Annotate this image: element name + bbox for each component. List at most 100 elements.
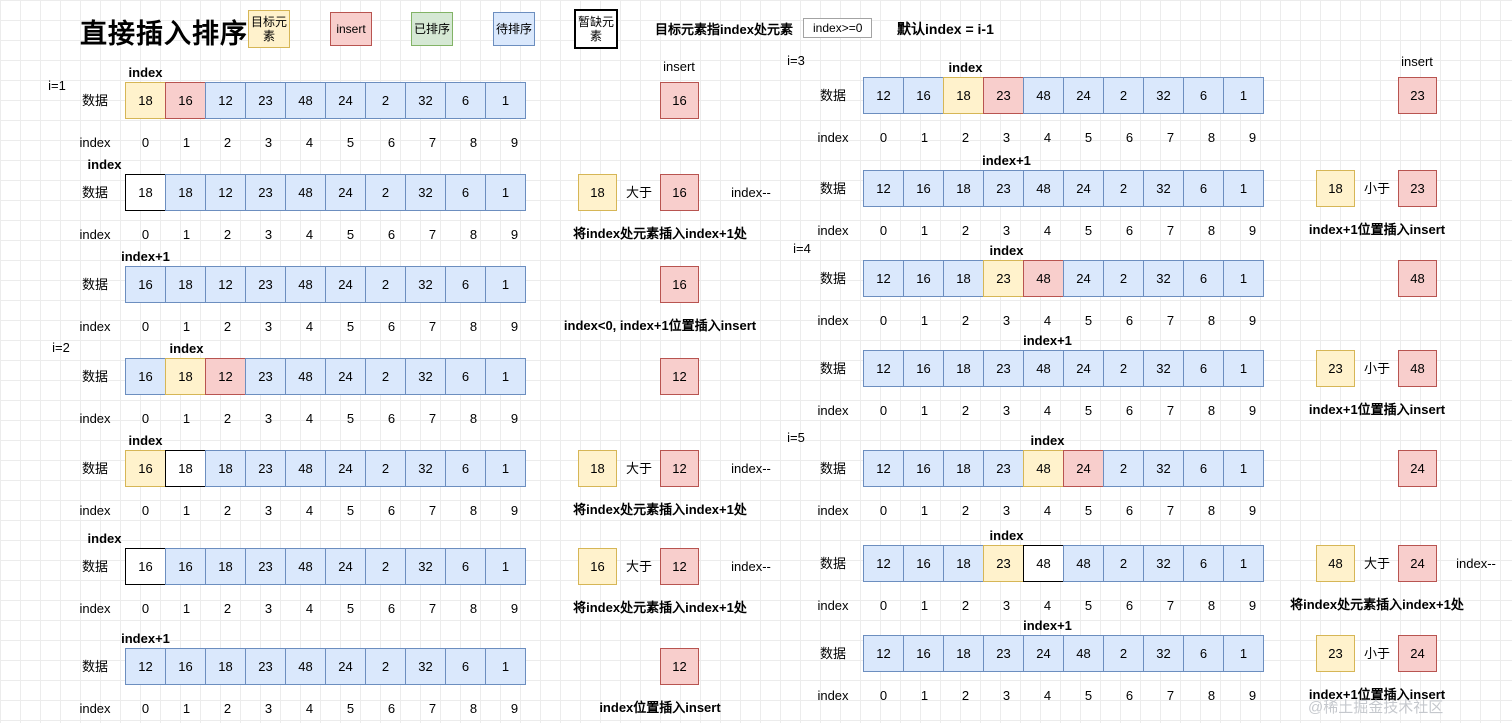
- index-pointer-label: index+1: [121, 631, 170, 646]
- legend-unsorted: 待排序: [493, 12, 535, 46]
- index-number: 9: [510, 411, 519, 426]
- array-cell: 12: [863, 635, 904, 672]
- index-row-label: index: [79, 227, 111, 242]
- array-cell: 32: [1143, 260, 1184, 297]
- array-cell: 18: [205, 648, 246, 685]
- compare-target-box: 23: [1316, 350, 1355, 387]
- step-note: 将index处元素插入index+1处: [1290, 597, 1464, 612]
- index-number: 8: [469, 411, 478, 426]
- default-index-note: 默认index = i-1: [897, 21, 994, 37]
- index-number: 7: [1166, 130, 1175, 145]
- index-pointer-label: index: [87, 531, 122, 546]
- array-cell: 16: [165, 648, 206, 685]
- index-number: 0: [879, 598, 888, 613]
- index-number: 9: [510, 135, 519, 150]
- index-pointer-label: index: [128, 65, 163, 80]
- array-cell: 1: [1223, 77, 1264, 114]
- iteration-marker: i=4: [793, 241, 811, 256]
- index-number: 0: [879, 688, 888, 703]
- array-cell: 48: [285, 266, 326, 303]
- array-cell: 16: [125, 266, 166, 303]
- compare-operator: 小于: [1363, 646, 1391, 661]
- compare-target-box: 48: [1316, 545, 1355, 582]
- index-number: 8: [1207, 130, 1216, 145]
- index-number: 7: [428, 135, 437, 150]
- array-cell: 12: [205, 82, 246, 119]
- data-row-label: 数据: [819, 556, 847, 571]
- array-cell: 6: [1183, 450, 1224, 487]
- array-cell: 32: [1143, 450, 1184, 487]
- compare-insert-box: 12: [660, 450, 699, 487]
- array-cell: 16: [903, 450, 944, 487]
- index-number: 3: [264, 227, 273, 242]
- array-cell: 16: [125, 548, 166, 585]
- array-cell: 16: [903, 635, 944, 672]
- index-number: 2: [961, 313, 970, 328]
- index-number: 4: [1043, 403, 1052, 418]
- index-number: 9: [1248, 403, 1257, 418]
- index-number: 5: [346, 135, 355, 150]
- index-number: 1: [182, 701, 191, 716]
- array-cell: 24: [325, 358, 366, 395]
- data-row-label: 数据: [81, 461, 109, 476]
- array-cell: 6: [445, 450, 486, 487]
- index-number: 5: [346, 227, 355, 242]
- compare-operator: 大于: [625, 461, 653, 476]
- array-cell: 16: [165, 82, 206, 119]
- index-number: 3: [264, 135, 273, 150]
- array-cell: 2: [1103, 260, 1144, 297]
- array-cells: 12 16 18 23 48 48 2 32 6 1: [863, 545, 1264, 582]
- index-row-label: index: [817, 503, 849, 518]
- array-cell: 2: [365, 174, 406, 211]
- index-number: 1: [182, 227, 191, 242]
- index-number: 4: [1043, 688, 1052, 703]
- array-cell: 18: [943, 350, 984, 387]
- index-number: 6: [387, 319, 396, 334]
- index-number: 6: [1125, 403, 1134, 418]
- index-number: 6: [387, 503, 396, 518]
- index-number: 1: [920, 313, 929, 328]
- insert-caption: insert: [1401, 54, 1433, 69]
- index-number: 6: [387, 411, 396, 426]
- array-cell: 2: [365, 548, 406, 585]
- index-number: 2: [961, 688, 970, 703]
- array-cells: 12 16 18 23 48 24 2 32 6 1: [863, 170, 1264, 207]
- compare-target-box: 16: [578, 548, 617, 585]
- array-cell: 18: [125, 82, 166, 119]
- array-cell: 23: [983, 635, 1024, 672]
- array-cell: 48: [1023, 260, 1064, 297]
- array-cells: 18 18 12 23 48 24 2 32 6 1: [125, 174, 526, 211]
- array-cell: 1: [485, 358, 526, 395]
- index-number: 2: [961, 130, 970, 145]
- index-number: 4: [1043, 223, 1052, 238]
- array-cell: 16: [903, 170, 944, 207]
- array-cell: 24: [1063, 170, 1104, 207]
- index-number: 8: [469, 701, 478, 716]
- array-cell: 32: [405, 648, 446, 685]
- array-cell: 18: [943, 260, 984, 297]
- index-number: 2: [223, 319, 232, 334]
- array-cell: 16: [903, 350, 944, 387]
- array-cell: 32: [1143, 545, 1184, 582]
- index-pointer-label: index: [169, 341, 204, 356]
- step-note: 将index处元素插入index+1处: [573, 226, 747, 241]
- index-number: 3: [264, 319, 273, 334]
- index-number: 3: [1002, 223, 1011, 238]
- array-cell: 16: [165, 548, 206, 585]
- index-number: 3: [264, 601, 273, 616]
- index-number: 7: [428, 601, 437, 616]
- array-cell: 12: [863, 545, 904, 582]
- index-pointer-label: index: [128, 433, 163, 448]
- index-number: 6: [1125, 313, 1134, 328]
- array-cell: 1: [485, 174, 526, 211]
- data-row-label: 数据: [819, 646, 847, 661]
- array-cell: 24: [325, 266, 366, 303]
- index-number: 5: [346, 411, 355, 426]
- index-number: 5: [346, 701, 355, 716]
- array-cell: 16: [125, 450, 166, 487]
- array-cell: 12: [863, 77, 904, 114]
- array-cell: 6: [1183, 545, 1224, 582]
- array-cell: 23: [245, 266, 286, 303]
- index-number: 0: [879, 223, 888, 238]
- array-cell: 1: [1223, 545, 1264, 582]
